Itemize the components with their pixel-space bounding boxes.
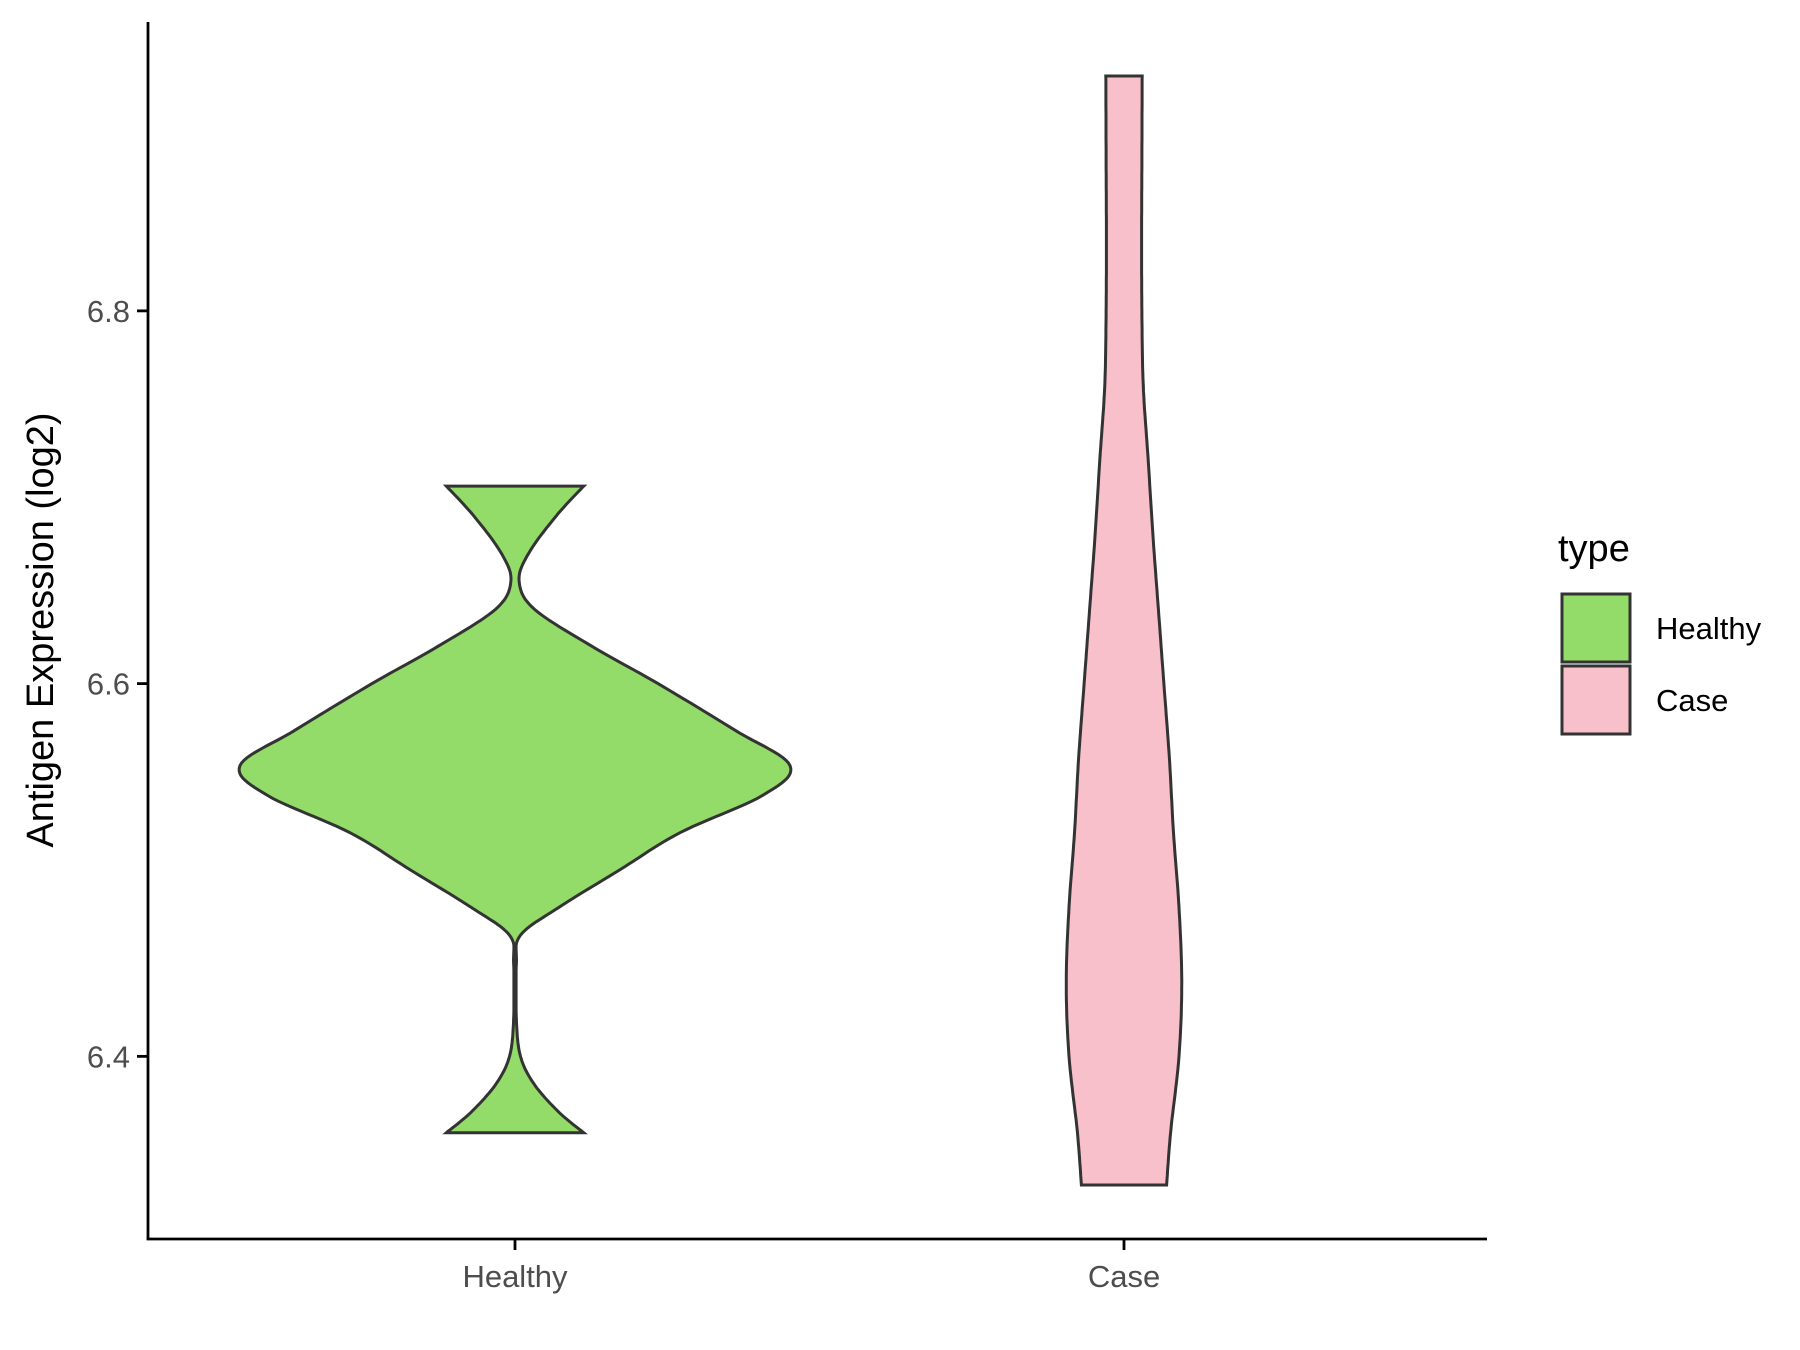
y-tick-label: 6.8: [87, 294, 130, 329]
violin-healthy: [237, 484, 793, 1135]
legend: Healthy Case: [1560, 592, 1762, 736]
legend-key-healthy: [1560, 592, 1632, 664]
x-ticks-group: Healthy Case: [462, 1239, 1160, 1294]
legend-title: type: [1558, 528, 1630, 570]
violins-group: [237, 74, 1184, 1187]
x-tick-label: Case: [1088, 1259, 1160, 1294]
legend-key-case: [1560, 664, 1632, 736]
y-tick-label: 6.4: [87, 1039, 130, 1074]
y-tick-label: 6.6: [87, 667, 130, 702]
violin-case: [1064, 74, 1184, 1187]
y-axis-title: Antigen Expression (log2): [20, 412, 62, 847]
legend-label-healthy: Healthy: [1656, 611, 1762, 646]
y-ticks-group: 6.4 6.6 6.8: [87, 294, 148, 1074]
x-tick-label: Healthy: [462, 1259, 568, 1294]
legend-label-case: Case: [1656, 683, 1728, 718]
